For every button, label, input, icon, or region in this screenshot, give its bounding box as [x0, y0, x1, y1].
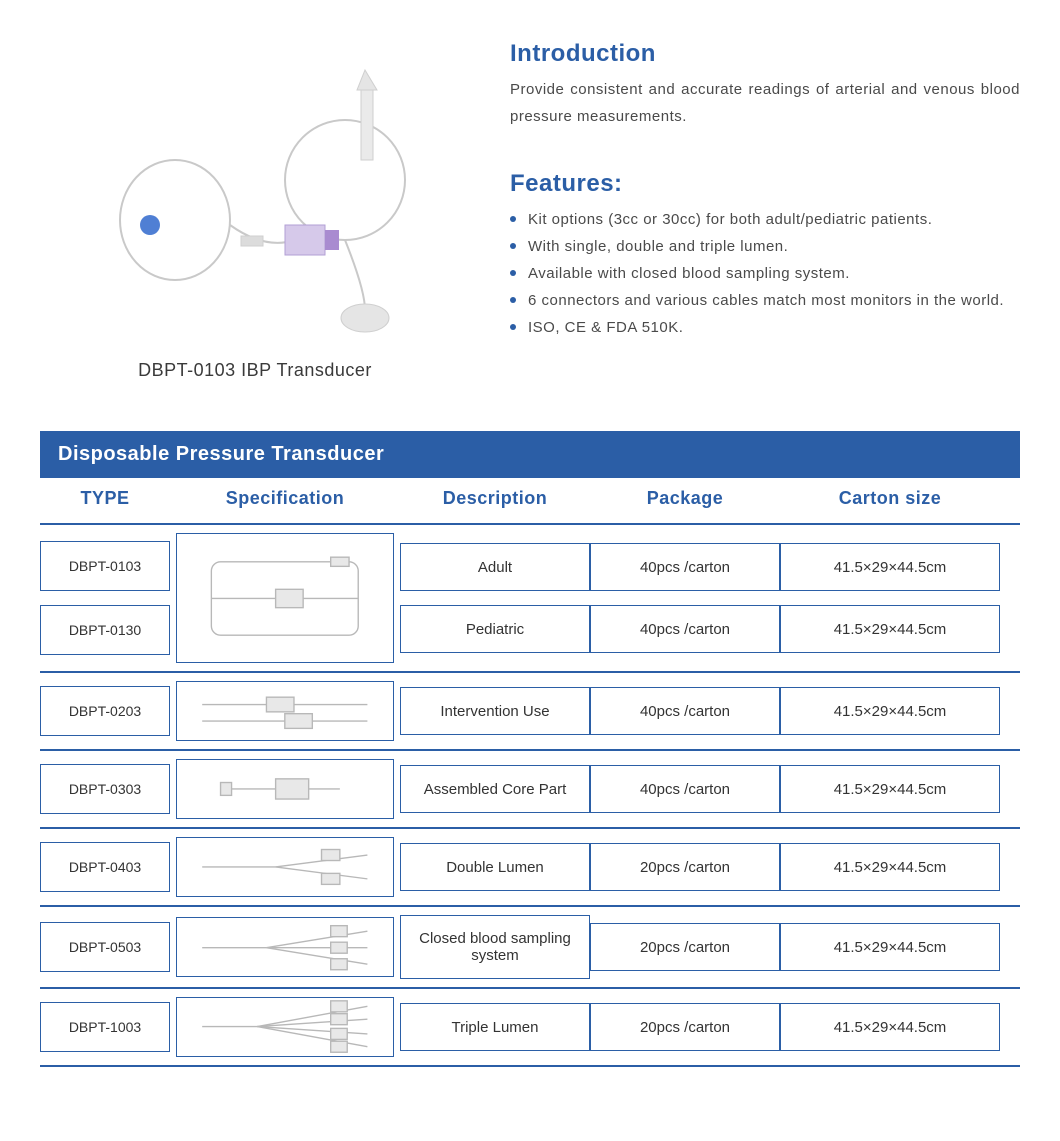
type-cell: DBPT-0103 [40, 541, 170, 591]
package-column: 20pcs /carton [590, 837, 780, 897]
table-row-group: DBPT-0503 Closed blood sampling system20… [40, 907, 1020, 989]
col-header-pkg: Package [590, 488, 780, 509]
spec-column [170, 837, 400, 897]
col-header-type: TYPE [40, 488, 170, 509]
spec-diagram [176, 759, 394, 819]
type-column: DBPT-1003 [40, 997, 170, 1057]
table-row-group: DBPT-0303 Assembled Core Part40pcs /cart… [40, 751, 1020, 829]
carton-column: 41.5×29×44.5cm [780, 681, 1000, 741]
carton-column: 41.5×29×44.5cm [780, 759, 1000, 819]
carton-cell: 41.5×29×44.5cm [780, 1003, 1000, 1051]
description-cell: Intervention Use [400, 687, 590, 735]
spec-column [170, 533, 400, 663]
type-column: DBPT-0203 [40, 681, 170, 741]
spec-diagram [176, 997, 394, 1057]
description-column: Assembled Core Part [400, 759, 590, 819]
table-body: DBPT-0103DBPT-0130 AdultPediatric40pcs /… [40, 525, 1020, 1067]
carton-cell: 41.5×29×44.5cm [780, 543, 1000, 591]
description-column: Intervention Use [400, 681, 590, 741]
table-row-group: DBPT-0203 Intervention Use40pcs /carton4… [40, 673, 1020, 751]
package-column: 20pcs /carton [590, 997, 780, 1057]
intro-text: Provide consistent and accurate readings… [510, 76, 1020, 130]
table-row-group: DBPT-0103 DBPT-0130 Adult Pediatric40pcs /… [40, 525, 1020, 673]
carton-cell: 41.5×29×44.5cm [780, 605, 1000, 653]
carton-cell: 41.5×29×44.5cm [780, 843, 1000, 891]
description-column: Triple Lumen [400, 997, 590, 1057]
table-section: Disposable Pressure Transducer TYPE Spec… [40, 431, 1020, 1067]
table-title-bar: Disposable Pressure Transducer [40, 431, 1020, 478]
description-cell: Adult [400, 543, 590, 591]
carton-column: 41.5×29×44.5cm [780, 837, 1000, 897]
package-column: 40pcs /carton 40pcs /carton [590, 533, 780, 663]
package-cell: 40pcs /carton [590, 543, 780, 591]
description-cell: Triple Lumen [400, 1003, 590, 1051]
feature-item: 6 connectors and various cables match mo… [510, 287, 1020, 314]
spec-diagram [176, 917, 394, 977]
type-cell: DBPT-0203 [40, 686, 170, 736]
table-column-headers: TYPE Specification Description Package C… [40, 478, 1020, 525]
spec-column [170, 759, 400, 819]
package-cell: 40pcs /carton [590, 605, 780, 653]
spec-column [170, 681, 400, 741]
type-column: DBPT-0403 [40, 837, 170, 897]
table-row-group: DBPT-0403 Double Lumen20pcs /carton41.5×… [40, 829, 1020, 907]
package-column: 20pcs /carton [590, 915, 780, 979]
type-cell: DBPT-1003 [40, 1002, 170, 1052]
product-caption: DBPT-0103 IBP Transducer [138, 360, 372, 381]
col-header-spec: Specification [170, 488, 400, 509]
type-cell: DBPT-0503 [40, 922, 170, 972]
description-cell: Closed blood sampling system [400, 915, 590, 979]
col-header-carton: Carton size [780, 488, 1000, 509]
feature-item: With single, double and triple lumen. [510, 233, 1020, 260]
type-cell: DBPT-0130 [40, 605, 170, 655]
spec-column [170, 997, 400, 1057]
table-row-group: DBPT-1003 Triple Lumen20pcs /carton41.5×… [40, 989, 1020, 1067]
spec-column [170, 915, 400, 979]
carton-cell: 41.5×29×44.5cm [780, 687, 1000, 735]
package-cell: 20pcs /carton [590, 843, 780, 891]
features-title: Features: [510, 170, 1020, 198]
description-column: Closed blood sampling system [400, 915, 590, 979]
package-cell: 40pcs /carton [590, 687, 780, 735]
spec-diagram [176, 837, 394, 897]
feature-item: Kit options (3cc or 30cc) for both adult… [510, 206, 1020, 233]
product-image-area: DBPT-0103 IBP Transducer [40, 30, 470, 381]
type-column: DBPT-0503 [40, 915, 170, 979]
description-column: Double Lumen [400, 837, 590, 897]
package-column: 40pcs /carton [590, 759, 780, 819]
type-cell: DBPT-0403 [40, 842, 170, 892]
spec-diagram [176, 681, 394, 741]
package-cell: 40pcs /carton [590, 765, 780, 813]
top-section: DBPT-0103 IBP Transducer Introduction Pr… [40, 30, 1020, 381]
feature-item: Available with closed blood sampling sys… [510, 260, 1020, 287]
description-cell: Double Lumen [400, 843, 590, 891]
package-column: 40pcs /carton [590, 681, 780, 741]
description-cell: Pediatric [400, 605, 590, 653]
package-cell: 20pcs /carton [590, 1003, 780, 1051]
type-column: DBPT-0303 [40, 759, 170, 819]
type-cell: DBPT-0303 [40, 764, 170, 814]
description-cell: Assembled Core Part [400, 765, 590, 813]
carton-column: 41.5×29×44.5cm [780, 915, 1000, 979]
carton-cell: 41.5×29×44.5cm [780, 923, 1000, 971]
spec-diagram [176, 533, 394, 663]
col-header-desc: Description [400, 488, 590, 509]
type-column: DBPT-0103 DBPT-0130 [40, 533, 170, 663]
description-column: Adult Pediatric [400, 533, 590, 663]
carton-column: 41.5×29×44.5cm 41.5×29×44.5cm [780, 533, 1000, 663]
carton-cell: 41.5×29×44.5cm [780, 765, 1000, 813]
product-image [65, 50, 445, 350]
intro-title: Introduction [510, 40, 1020, 68]
features-list: Kit options (3cc or 30cc) for both adult… [510, 206, 1020, 341]
info-section: Introduction Provide consistent and accu… [510, 30, 1020, 381]
carton-column: 41.5×29×44.5cm [780, 997, 1000, 1057]
transducer-illustration-icon [65, 50, 445, 350]
feature-item: ISO, CE & FDA 510K. [510, 314, 1020, 341]
package-cell: 20pcs /carton [590, 923, 780, 971]
